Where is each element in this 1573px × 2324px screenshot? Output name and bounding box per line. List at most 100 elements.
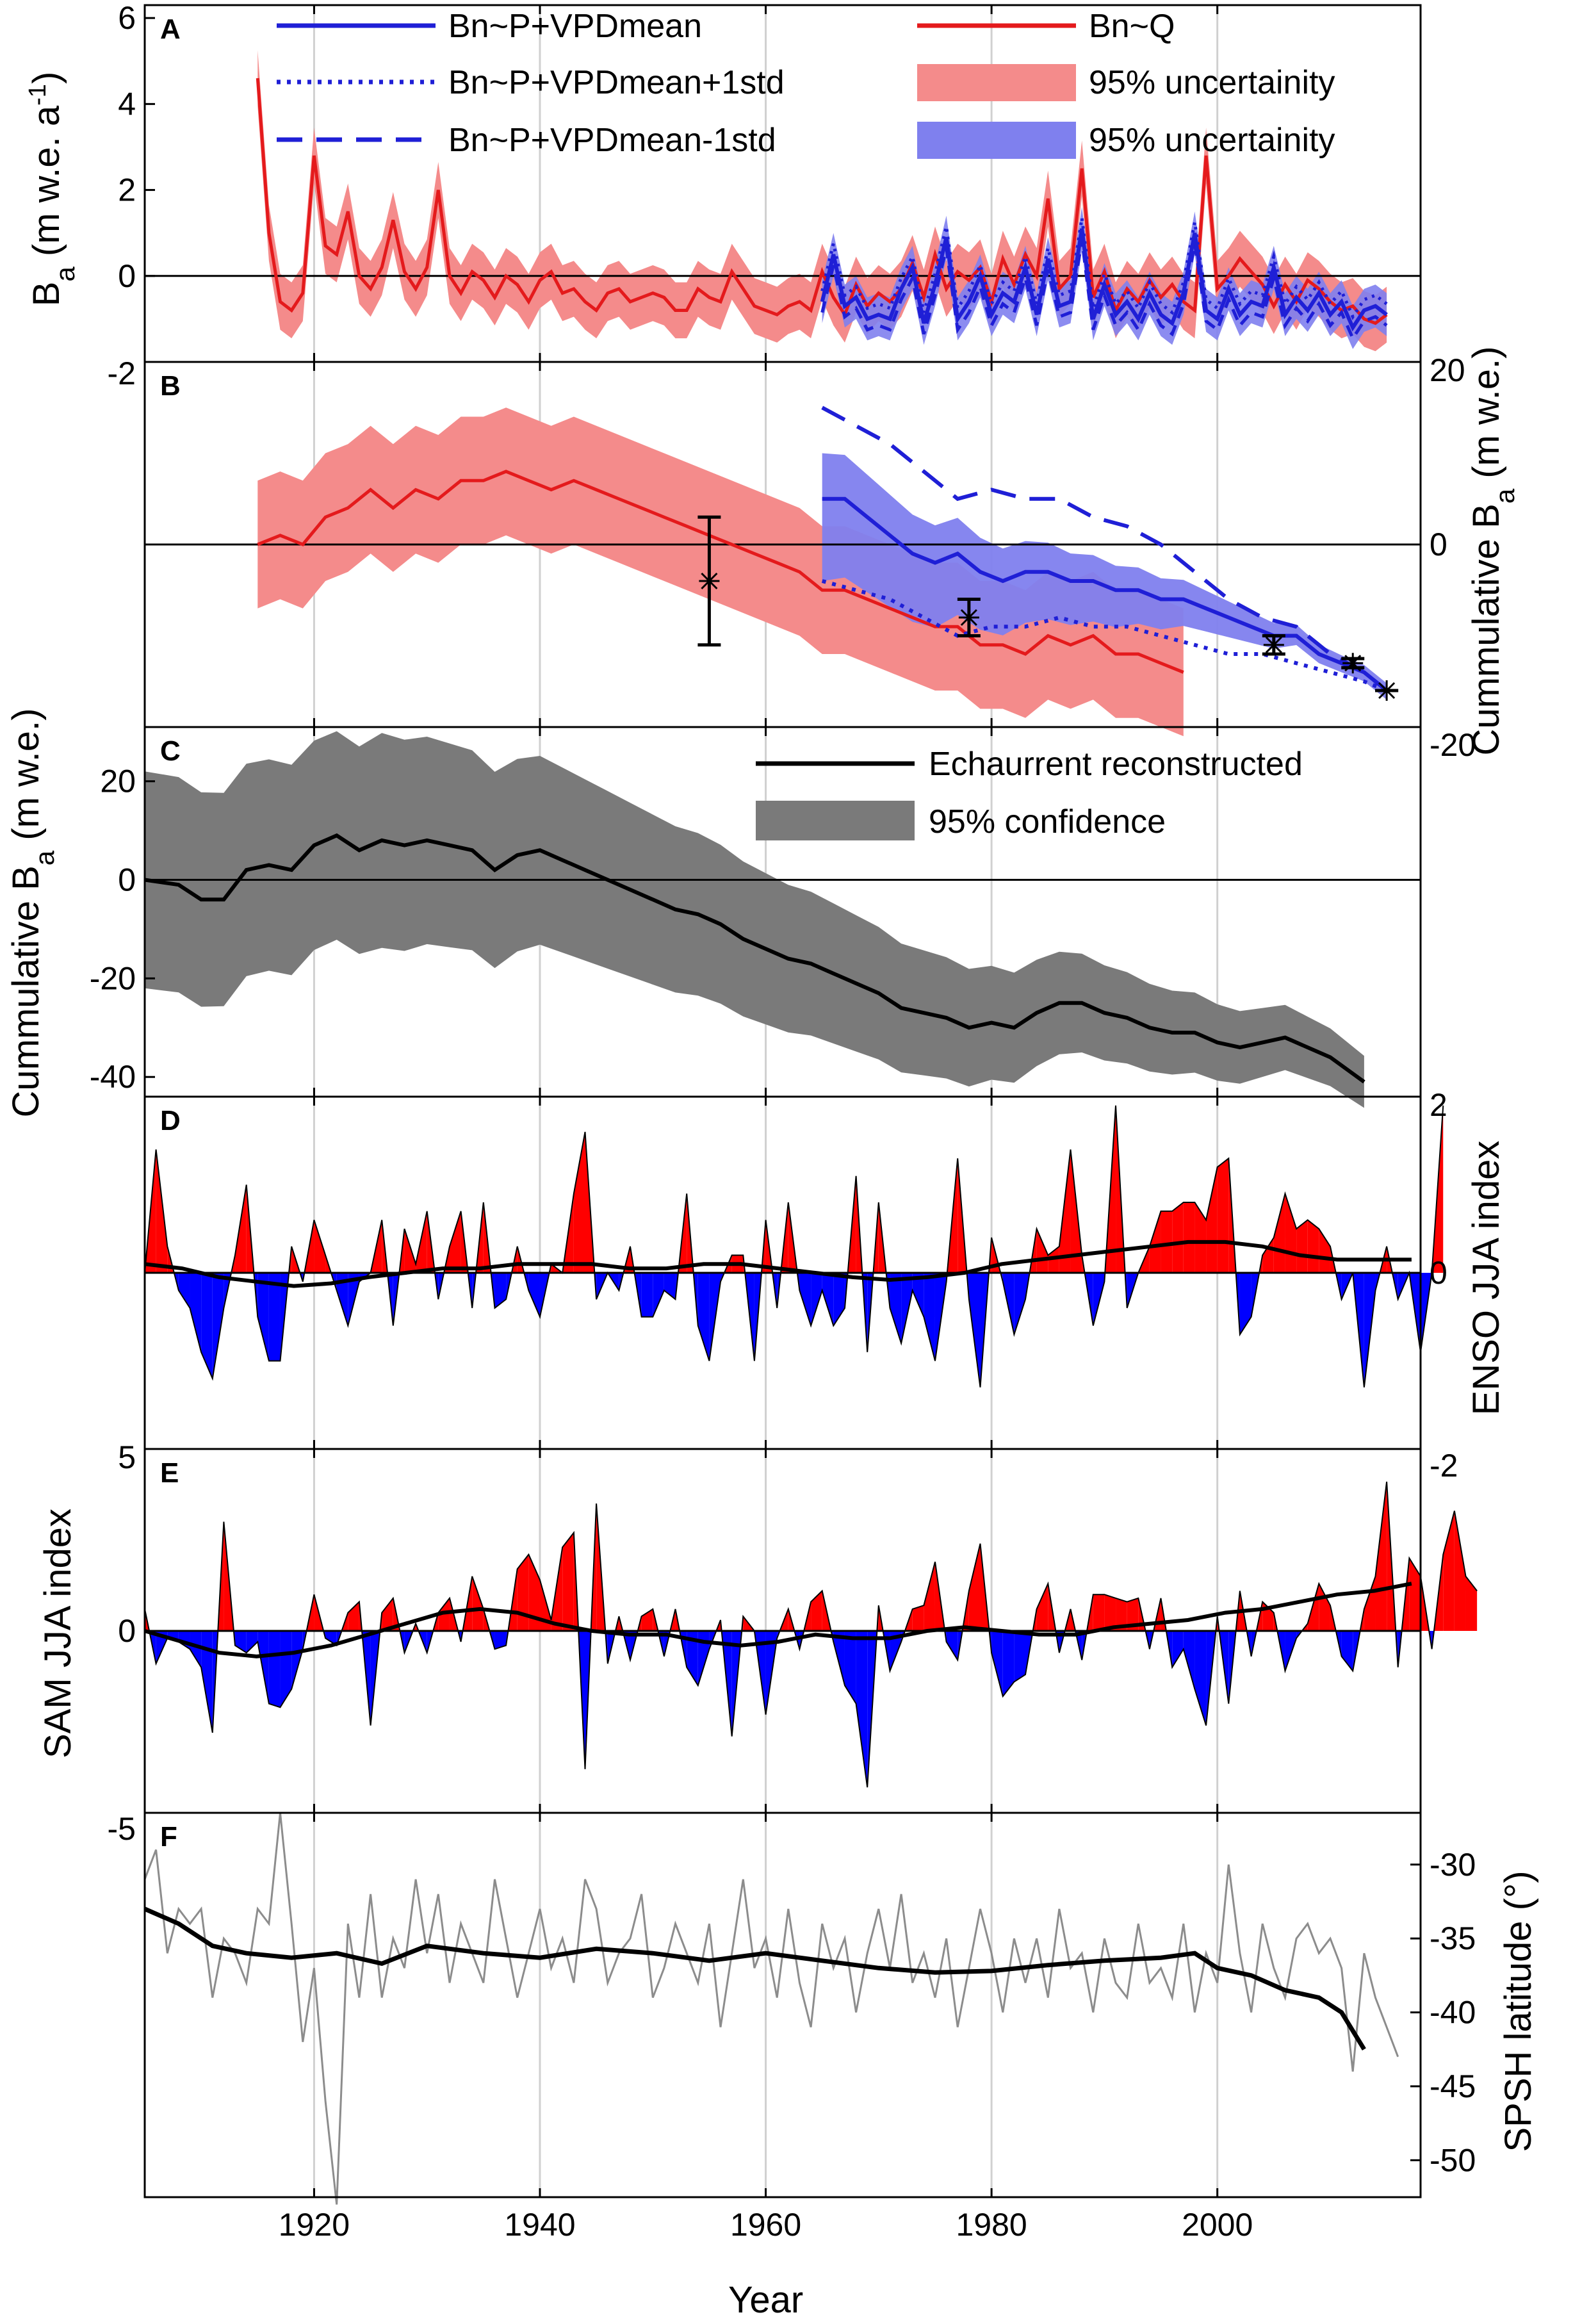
panelB-ytick-label-0: 0 bbox=[1430, 527, 1447, 562]
panelA-legend-label-0: Bn~P+VPDmean bbox=[448, 8, 702, 45]
panelD-anomaly-fill bbox=[912, 1273, 924, 1317]
panelE-anomaly-fill bbox=[1341, 1631, 1353, 1671]
panelE-anomaly-fill bbox=[844, 1631, 856, 1704]
panelA-ytick-label-0: 0 bbox=[118, 258, 136, 294]
panelE-anomaly-fill bbox=[268, 1631, 281, 1708]
panelF-smoothed-line bbox=[143, 1906, 1366, 2051]
panelD-anomaly-fill bbox=[1059, 1149, 1071, 1273]
panelE-anomaly-fill bbox=[1375, 1482, 1387, 1631]
panelD-anomaly-fill bbox=[573, 1132, 585, 1273]
panelD-anomaly-fill bbox=[1206, 1167, 1218, 1273]
panelD-anomaly-fill bbox=[212, 1273, 224, 1379]
panelD-anomaly-fill bbox=[901, 1273, 913, 1343]
panelE-anomaly-fill bbox=[946, 1631, 958, 1660]
panelA-ytick-label-4: 4 bbox=[118, 86, 136, 122]
panelD-anomaly-fill bbox=[1161, 1211, 1173, 1273]
panelC-confidence-band bbox=[145, 731, 1364, 1108]
panelF-ytick-label--30: -30 bbox=[1430, 1847, 1476, 1883]
panelA-legend-label-3: Bn~Q bbox=[1089, 8, 1175, 45]
panel-label-B: B bbox=[160, 370, 181, 402]
panelE-anomaly-fill bbox=[494, 1631, 507, 1649]
panelE-anomaly-fill bbox=[562, 1532, 574, 1631]
panelC-legend-label-0: Echaurrent reconstructed bbox=[929, 746, 1303, 783]
panelE-anomaly-fill bbox=[291, 1631, 303, 1689]
panel-label-A: A bbox=[160, 13, 181, 45]
panelB-observation-marker-3 bbox=[1342, 653, 1364, 674]
panelD-ytick-label-2: 2 bbox=[1430, 1087, 1447, 1123]
panelB-red-uncertainty-band bbox=[257, 407, 1184, 737]
panel-label-F: F bbox=[160, 1821, 177, 1853]
panelD-anomaly-fill bbox=[890, 1273, 902, 1343]
panelD-anomaly-fill bbox=[641, 1273, 653, 1317]
panelE-anomaly-fill bbox=[1127, 1598, 1139, 1631]
panelB-observation-marker-0 bbox=[699, 571, 720, 591]
panelD-ytick-label--2: -2 bbox=[1430, 1448, 1458, 1484]
panelB-minus1std-line bbox=[821, 405, 1388, 692]
panelC-legend-label-1: 95% confidence bbox=[929, 803, 1166, 840]
panelF-xtick-label-1920: 1920 bbox=[279, 2207, 350, 2243]
panelD-smoothed-trend-line bbox=[144, 1240, 1412, 1288]
panelE-anomaly-fill bbox=[912, 1605, 924, 1631]
panelE-anomaly-fill bbox=[201, 1631, 213, 1733]
panelD-anomaly-fill bbox=[156, 1149, 168, 1273]
panelE-anomaly-fill bbox=[890, 1631, 902, 1671]
panelD-anomaly-fill bbox=[653, 1273, 664, 1317]
panelB-observation-marker-2 bbox=[1263, 634, 1284, 655]
panelD-anomaly-fill bbox=[1239, 1273, 1251, 1335]
panelD-anomaly-fill bbox=[235, 1184, 247, 1273]
panelE-anomaly-fill bbox=[991, 1631, 1003, 1697]
panel-label-E: E bbox=[160, 1457, 179, 1489]
panelA-legend-label-2: Bn~P+VPDmean-1std bbox=[448, 122, 776, 159]
panelE-anomaly-fill bbox=[1183, 1631, 1195, 1689]
panelE-anomaly-fill bbox=[697, 1631, 710, 1686]
panelE-anomaly-fill bbox=[924, 1562, 935, 1631]
panelD-anomaly-fill bbox=[314, 1220, 326, 1273]
panelF-ytick-label--35: -35 bbox=[1430, 1920, 1476, 1956]
panelA-legend-label-1: Bn~P+VPDmean+1std bbox=[448, 64, 785, 101]
panelE-ytick-label-0: 0 bbox=[118, 1613, 136, 1649]
panelE-anomaly-fill bbox=[1104, 1594, 1116, 1631]
panelA-plus1std-line bbox=[820, 217, 1388, 320]
panelD-anomaly-fill bbox=[1149, 1211, 1161, 1273]
panelA-legend-swatch-5 bbox=[917, 122, 1076, 159]
panelE-anomaly-outline bbox=[144, 1481, 1478, 1788]
panelF-ytick-label--50: -50 bbox=[1430, 2142, 1476, 2178]
panelC-ytick-label--40: -40 bbox=[90, 1059, 136, 1095]
panelE-anomaly-fill bbox=[1194, 1631, 1207, 1726]
panelE-anomaly-fill bbox=[382, 1598, 393, 1631]
panelE-anomaly-fill bbox=[246, 1631, 258, 1653]
panelE-smoothed-trend-line bbox=[144, 1582, 1412, 1658]
panelD-anomaly-fill bbox=[1036, 1229, 1048, 1273]
panelD-anomaly-fill bbox=[336, 1273, 348, 1326]
panelF-ylabel: SPSH latitude (°) bbox=[1497, 1870, 1539, 2152]
panelB-ytick-label-20: 20 bbox=[1430, 352, 1465, 388]
panelA-ytick-label-6: 6 bbox=[118, 0, 136, 36]
panelD-anomaly-fill bbox=[968, 1273, 981, 1387]
panelF-annual-line bbox=[143, 1812, 1399, 2205]
panelE-ytick-label--5: -5 bbox=[108, 1811, 136, 1847]
panelE-anomaly-fill bbox=[348, 1601, 359, 1631]
panelB-bnp-vpd-cumulative-line bbox=[822, 496, 1388, 692]
panelF-xtick-label-1960: 1960 bbox=[730, 2207, 801, 2243]
panelA-legend-label-4: 95% uncertainity bbox=[1089, 64, 1335, 101]
panelE-anomaly-fill bbox=[1002, 1631, 1015, 1697]
panelE-anomaly-fill bbox=[1172, 1631, 1184, 1667]
panelE-ytick-label-5: 5 bbox=[118, 1439, 136, 1475]
panelB-ytick-label--20: -20 bbox=[1430, 727, 1476, 763]
panelE-anomaly-fill bbox=[833, 1631, 845, 1686]
panelE-anomaly-fill bbox=[1409, 1558, 1421, 1631]
panelE-anomaly-fill bbox=[1465, 1576, 1478, 1631]
panelD-anomaly-fill bbox=[268, 1273, 281, 1361]
panelD-anomaly-fill bbox=[1307, 1220, 1319, 1273]
panelA-legend-swatch-4 bbox=[917, 64, 1076, 101]
panelE-anomaly-fill bbox=[1116, 1598, 1127, 1631]
panelD-anomaly-fill bbox=[1319, 1229, 1330, 1273]
panelA-legend-label-5: 95% uncertainity bbox=[1089, 122, 1335, 159]
panelB-blue-uncertainty-band bbox=[822, 453, 1387, 700]
panelD-anomaly-fill bbox=[1217, 1158, 1229, 1273]
panelC-ytick-label--20: -20 bbox=[90, 960, 136, 996]
panelD-ytick-label-0: 0 bbox=[1430, 1255, 1447, 1291]
panelF-xtick-label-2000: 2000 bbox=[1182, 2207, 1253, 2243]
panelE-ylabel: SAM JJA index bbox=[37, 1509, 79, 1758]
